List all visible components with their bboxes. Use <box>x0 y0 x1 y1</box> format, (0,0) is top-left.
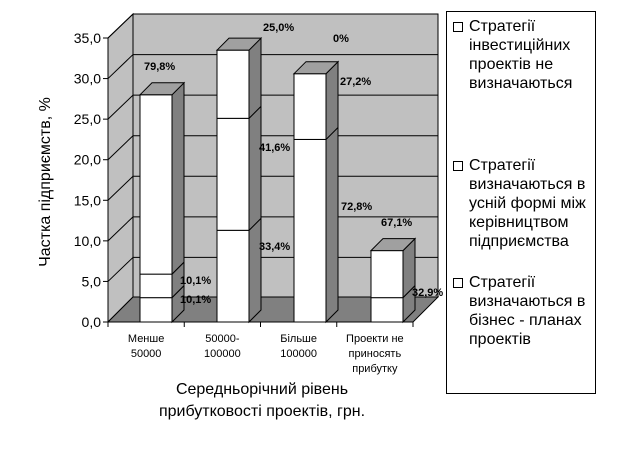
bar-segment <box>370 250 404 299</box>
bar-side <box>325 126 339 324</box>
data-label: 0% <box>333 33 349 45</box>
bar-segment <box>293 138 327 323</box>
gridline-side <box>107 13 134 39</box>
legend-swatch <box>453 278 463 288</box>
bar-segment <box>139 94 173 275</box>
x-category-label: Більше 100000 <box>280 333 317 360</box>
bar-top <box>292 61 340 75</box>
bar-segment <box>139 297 173 323</box>
y-axis-title: Частка підприємств, % <box>37 97 54 267</box>
bar-top <box>138 82 186 96</box>
bar-segment <box>370 297 404 323</box>
x-axis-title: Середньорічний рівень <box>176 381 348 398</box>
legend: Стратегії інвестиційних проектів не визн… <box>446 11 596 394</box>
data-label: 27,2% <box>340 76 371 88</box>
bar-side <box>171 81 185 276</box>
y-tick-label: 25,0 <box>74 111 101 127</box>
bar-segment <box>216 117 250 231</box>
data-label: 67,1% <box>381 217 412 229</box>
gridline-side <box>107 257 134 282</box>
legend-item-business-plan: Стратегії визначаються в бізнес - планах… <box>453 273 595 349</box>
side-wall <box>107 12 134 324</box>
gridline-side <box>107 216 134 242</box>
y-tick-label: 35,0 <box>74 30 101 46</box>
x-axis-categories: Менше 50000 50000- 100000 Більше 100000 Проект… <box>107 322 414 375</box>
gridline-side <box>107 54 134 79</box>
bar-top <box>215 37 263 51</box>
x-category-label-line: 50000- <box>205 333 240 345</box>
x-category-label: Менше 50000 <box>128 333 164 360</box>
y-tick-label: 20,0 <box>74 152 101 168</box>
gridline-side <box>107 175 134 201</box>
gridline-side <box>107 135 134 161</box>
x-category-label: Проекти не приносять прибутку <box>346 333 404 375</box>
bar-stack <box>369 237 417 324</box>
bar-side <box>248 105 262 232</box>
bar-side <box>248 217 262 324</box>
bar-stack <box>292 60 340 324</box>
y-tick-label: 10,0 <box>74 233 101 249</box>
legend-item-verbal: Стратегії визначаються в усній формі між… <box>453 156 595 251</box>
bar-stack <box>138 81 186 324</box>
x-category-label-line: Проекти не <box>346 333 404 345</box>
x-category-label-line: 50000 <box>131 348 162 360</box>
data-label: 79,8% <box>144 61 175 73</box>
x-category-label-line: 100000 <box>280 348 317 360</box>
data-label: 10,1% <box>180 275 211 287</box>
y-tick-label: 30,0 <box>74 71 101 87</box>
data-label: 32,9% <box>412 287 443 299</box>
x-axis-title-line-2: прибутковості проектів, грн. <box>159 403 365 420</box>
legend-swatch <box>453 161 463 171</box>
legend-label: Стратегії інвестиційних проектів не визн… <box>469 18 573 92</box>
legend-label: Стратегії визначаються в усній формі між… <box>469 157 586 250</box>
y-tick-label: 5,0 <box>82 273 102 289</box>
y-tick-label: 15,0 <box>74 192 101 208</box>
x-category-label-line: прибутку <box>352 363 398 375</box>
bar-side <box>248 36 262 120</box>
data-label: 72,8% <box>341 201 372 213</box>
data-labels: 10,1% 10,1% 79,8% 33,4% 41,6% 25,0% 72,8% 0% 27,… <box>144 22 443 306</box>
bars <box>138 36 417 324</box>
bar-segment <box>216 49 250 119</box>
bar-top <box>369 238 417 252</box>
data-label: 41,6% <box>259 142 290 154</box>
data-label: 33,4% <box>259 241 290 253</box>
bar-segment <box>293 73 327 140</box>
bar-segment <box>139 273 173 299</box>
y-tick-label: 0,0 <box>82 314 102 330</box>
x-category-label: 50000- 100000 <box>204 333 241 360</box>
gridline-side <box>107 94 134 120</box>
x-category-label-line: Більше <box>280 333 317 345</box>
x-category-label-line: 100000 <box>204 348 241 360</box>
data-label: 10,1% <box>180 294 211 306</box>
x-category-label-line: приносять <box>349 348 402 360</box>
bar-segment <box>216 229 250 323</box>
y-axis-ticks: 0,0 5,0 10,0 15,0 20,0 25,0 30,0 35,0 <box>74 30 108 330</box>
bar-side <box>325 60 339 141</box>
legend-label: Стратегії визначаються в бізнес - планах… <box>469 274 586 348</box>
x-category-label-line: Менше <box>128 333 164 345</box>
legend-swatch <box>453 22 463 32</box>
bar-stack <box>215 36 263 324</box>
legend-item-not-defined: Стратегії інвестиційних проектів не визн… <box>453 17 595 93</box>
data-label: 25,0% <box>263 22 294 34</box>
